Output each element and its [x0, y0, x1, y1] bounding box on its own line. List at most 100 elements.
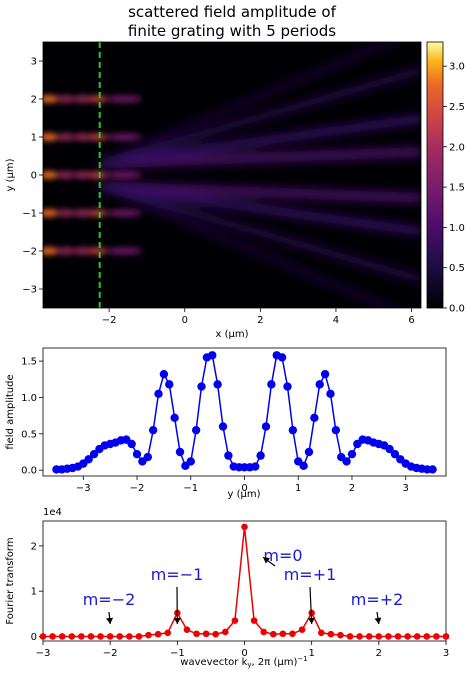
y-tick-label: 2	[31, 541, 37, 552]
x-tick-label: 3	[403, 483, 409, 494]
hotspot	[43, 133, 58, 141]
data-point	[288, 425, 298, 435]
x-tick-label: 3	[443, 648, 449, 659]
order-arrow	[309, 586, 313, 625]
hotspot	[43, 247, 58, 255]
fourier-offset-label: 1e4	[43, 507, 62, 518]
y-tick-label: 3	[31, 57, 37, 68]
beam	[98, 182, 421, 284]
field-amplitude-points	[52, 351, 437, 474]
data-point	[289, 630, 296, 638]
order-arrow-head	[106, 617, 114, 624]
data-point	[224, 451, 233, 460]
data-point	[165, 380, 174, 389]
data-point	[317, 629, 325, 637]
beam	[99, 147, 421, 169]
heatmap-x-ticks: −2 0 2 4 6	[102, 308, 415, 326]
x-tick-label: 0	[241, 648, 247, 659]
order-arrow-head	[307, 617, 315, 624]
x-tick-label: −1	[170, 648, 185, 659]
colorbar-tick-label: 2.5	[449, 102, 465, 113]
y-tick-label: −1	[22, 209, 37, 220]
data-point	[87, 633, 95, 640]
data-point	[270, 630, 277, 638]
data-point	[241, 523, 248, 531]
data-point	[390, 449, 400, 459]
field-amplitude-frame	[42, 347, 447, 477]
colorbar-tick-label: 3.0	[449, 62, 465, 73]
hotspot	[88, 247, 107, 255]
hotspot	[73, 247, 92, 255]
hotspot-tail	[106, 247, 143, 255]
data-point	[385, 444, 394, 454]
data-point	[39, 633, 47, 640]
heatmap-x-label: x (μm)	[215, 329, 248, 340]
hotspot	[43, 209, 58, 217]
data-point	[413, 633, 421, 640]
data-point	[197, 382, 206, 391]
data-point	[261, 422, 271, 431]
data-point	[175, 447, 185, 457]
data-point	[218, 422, 228, 431]
x-tick-label: −1	[183, 483, 198, 494]
data-point	[159, 369, 169, 379]
data-point	[154, 630, 162, 638]
y-tick-label: −3	[22, 285, 37, 296]
hotspot	[88, 171, 107, 179]
data-point	[375, 633, 383, 640]
y-tick-label: 0.5	[21, 429, 37, 440]
y-tick-label: 1.5	[21, 357, 37, 368]
colorbar-gradient	[426, 41, 444, 309]
data-point	[127, 439, 136, 449]
x-tick-label: −3	[76, 483, 91, 494]
field-amplitude-panel: −3 −2 −1 0 1 2 3 0.0 0.5 1.0 1.5 y (μm) field ampl…	[5, 347, 447, 500]
hotspot	[73, 133, 92, 141]
fourier-panel: 1e4 −3 −2 −1 0 1 2 3 0 1 2 m=0 m=−1 m=+1 m=−2 m=+2 wa…	[5, 507, 450, 669]
data-point	[208, 351, 217, 360]
colorbar-tick-label: 0.5	[449, 263, 465, 274]
data-point	[331, 425, 341, 435]
data-point	[310, 413, 319, 423]
data-point	[78, 633, 85, 640]
x-tick-label: 1	[308, 648, 314, 659]
data-point	[126, 633, 133, 640]
data-point	[394, 633, 402, 640]
field-amplitude-ticks: −3 −2 −1 0 1 2 3 0.0 0.5 1.0 1.5	[21, 357, 409, 494]
data-point	[116, 633, 124, 640]
heatmap-field-pattern	[43, 42, 421, 308]
y-tick-label: 1	[31, 587, 37, 598]
fourier-frame	[42, 520, 447, 642]
x-tick-label: 0	[182, 315, 188, 326]
field-amplitude-x-label: y (μm)	[227, 489, 260, 500]
x-tick-label: 1	[295, 483, 301, 494]
data-point	[49, 633, 56, 640]
data-point	[186, 457, 195, 466]
colorbar-tick-label: 1.5	[449, 183, 465, 194]
data-point	[337, 631, 344, 639]
data-point	[342, 457, 351, 466]
data-point	[135, 633, 143, 640]
data-point	[97, 633, 104, 640]
x-tick-label: 2	[257, 315, 263, 326]
data-point	[283, 382, 292, 391]
data-point	[145, 631, 152, 639]
hotspot	[88, 133, 107, 141]
hotspot	[56, 247, 75, 255]
data-point	[213, 380, 222, 389]
heatmap-y-ticks: −3 −2 −1 0 1 2 3	[22, 57, 43, 296]
fourier-ticks: −3 −2 −1 0 1 2 3 0 1 2	[31, 541, 450, 659]
beam	[99, 181, 421, 236]
data-point	[347, 449, 357, 459]
chart-title-line1: scattered field amplitude of	[128, 3, 336, 21]
hotspot	[56, 133, 75, 141]
colorbar: 0.0 0.5 1.0 1.5 2.0 2.5 3.0	[426, 41, 465, 315]
heatmap-panel: −2 0 2 4 6 −3 −2 −1 0 1 2 3 x (μm) y (μm)	[5, 41, 422, 340]
x-tick-label: 4	[333, 315, 339, 326]
x-tick-label: 2	[349, 483, 355, 494]
data-point	[89, 449, 99, 459]
data-point	[212, 630, 219, 638]
data-point	[164, 629, 172, 637]
data-point	[346, 633, 354, 640]
hotspot	[56, 171, 75, 179]
